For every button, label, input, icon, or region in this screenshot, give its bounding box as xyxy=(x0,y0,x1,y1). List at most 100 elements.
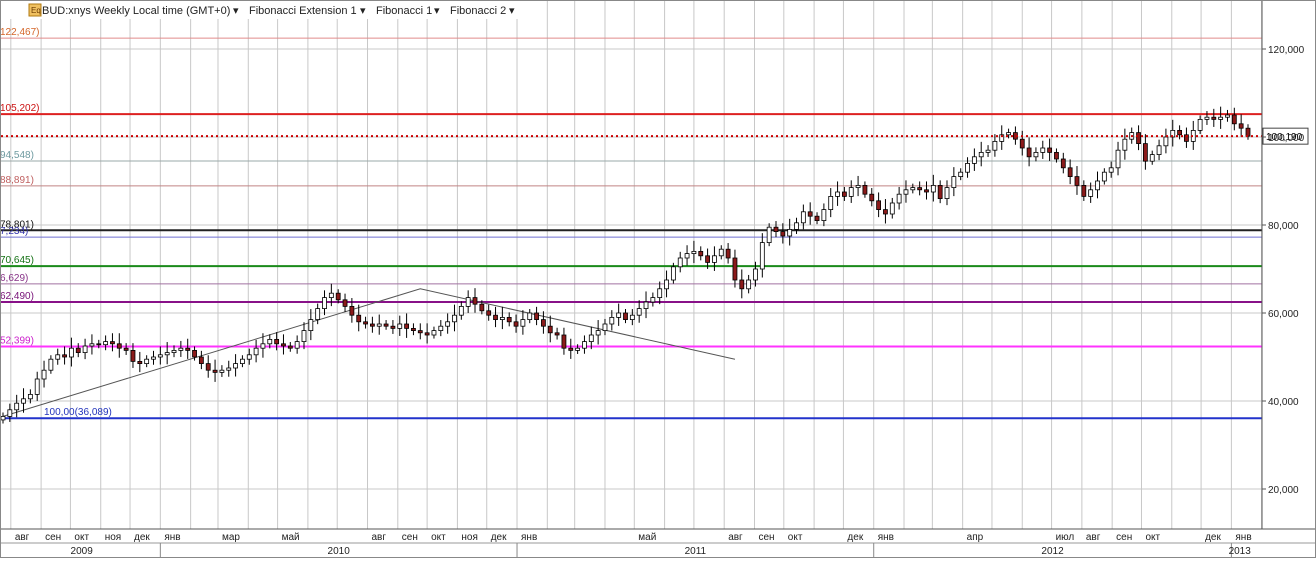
candle[interactable] xyxy=(677,251,683,273)
candle[interactable] xyxy=(445,313,451,334)
candle[interactable] xyxy=(151,350,156,365)
candle[interactable] xyxy=(390,320,396,334)
candle[interactable] xyxy=(404,313,409,338)
candle[interactable] xyxy=(1101,168,1107,185)
candle[interactable] xyxy=(130,343,136,368)
candle[interactable] xyxy=(780,223,786,244)
candle[interactable] xyxy=(643,291,649,319)
candle[interactable] xyxy=(869,188,875,207)
candle[interactable] xyxy=(1006,128,1011,139)
candle[interactable] xyxy=(629,309,635,326)
candle[interactable] xyxy=(534,306,539,326)
candle[interactable] xyxy=(650,292,656,307)
candle[interactable] xyxy=(438,320,444,337)
candle[interactable] xyxy=(541,311,546,334)
candle[interactable] xyxy=(520,310,526,335)
candle[interactable] xyxy=(1211,108,1217,127)
candle[interactable] xyxy=(369,316,375,333)
candle[interactable] xyxy=(205,355,211,378)
candle[interactable] xyxy=(828,188,834,218)
candle[interactable] xyxy=(1142,134,1148,170)
candle[interactable] xyxy=(944,180,950,206)
candle[interactable] xyxy=(547,315,553,343)
candle[interactable] xyxy=(937,180,943,204)
candle[interactable] xyxy=(814,212,820,225)
candle[interactable] xyxy=(431,326,437,339)
candle[interactable] xyxy=(157,346,163,365)
candle[interactable] xyxy=(212,359,218,382)
candle[interactable] xyxy=(636,300,642,323)
candle[interactable] xyxy=(787,218,793,246)
candle[interactable] xyxy=(698,246,704,261)
candle[interactable] xyxy=(1204,111,1210,125)
candle[interactable] xyxy=(89,334,95,355)
candle[interactable] xyxy=(1019,130,1025,156)
candle[interactable] xyxy=(1163,128,1169,154)
candle[interactable] xyxy=(889,197,895,219)
candle[interactable] xyxy=(917,181,923,196)
candle[interactable] xyxy=(233,354,238,377)
candle[interactable] xyxy=(253,339,259,363)
candle[interactable] xyxy=(62,346,67,365)
candle[interactable] xyxy=(322,290,327,316)
menu-fibonacci-2[interactable]: Fibonacci 2 xyxy=(450,5,506,17)
candle[interactable] xyxy=(718,245,724,260)
candle[interactable] xyxy=(55,348,61,365)
candle[interactable] xyxy=(123,343,129,355)
candle[interactable] xyxy=(862,181,868,198)
candle[interactable] xyxy=(848,180,854,203)
candle[interactable] xyxy=(1088,182,1094,203)
candle[interactable] xyxy=(903,180,909,203)
candle[interactable] xyxy=(739,269,745,299)
candle[interactable] xyxy=(1156,139,1162,161)
candle[interactable] xyxy=(192,346,197,361)
candle[interactable] xyxy=(725,243,731,264)
candle[interactable] xyxy=(910,183,916,194)
candle[interactable] xyxy=(1197,115,1203,134)
candle[interactable] xyxy=(301,322,307,350)
candle[interactable] xyxy=(794,217,799,234)
chevron-down-icon[interactable]: ▾ xyxy=(509,5,515,17)
candle[interactable] xyxy=(951,167,957,197)
fibonacci-trend-line[interactable] xyxy=(2,288,736,417)
candle[interactable] xyxy=(883,199,888,224)
candle[interactable] xyxy=(753,261,758,287)
candle[interactable] xyxy=(527,309,533,324)
candle[interactable] xyxy=(411,323,416,336)
candle[interactable] xyxy=(486,304,492,321)
candle[interactable] xyxy=(164,342,170,365)
candle[interactable] xyxy=(1149,150,1155,165)
candle[interactable] xyxy=(1060,152,1066,174)
candle[interactable] xyxy=(1177,125,1182,140)
candle[interactable] xyxy=(7,403,13,422)
candle[interactable] xyxy=(1122,128,1128,160)
candle[interactable] xyxy=(821,203,827,227)
candle[interactable] xyxy=(465,290,471,313)
candle[interactable] xyxy=(657,281,663,305)
header-logo-icon[interactable]: Eq xyxy=(28,3,42,17)
candle[interactable] xyxy=(144,355,150,368)
candle[interactable] xyxy=(684,245,690,266)
candle[interactable] xyxy=(287,342,293,352)
candle[interactable] xyxy=(958,168,964,181)
candle[interactable] xyxy=(328,283,334,307)
candle[interactable] xyxy=(342,293,348,312)
candle[interactable] xyxy=(48,355,54,374)
candle[interactable] xyxy=(417,323,423,340)
candle[interactable] xyxy=(452,304,457,332)
candle[interactable] xyxy=(582,335,587,354)
candle[interactable] xyxy=(34,371,40,401)
candle[interactable] xyxy=(274,332,280,351)
candle[interactable] xyxy=(1231,107,1237,131)
candle[interactable] xyxy=(1225,109,1230,122)
candle[interactable] xyxy=(595,320,601,345)
candle[interactable] xyxy=(1047,138,1053,161)
candle[interactable] xyxy=(855,175,861,197)
candle[interactable] xyxy=(1026,137,1032,167)
candle[interactable] xyxy=(930,174,936,202)
candle[interactable] xyxy=(493,306,498,328)
candle[interactable] xyxy=(185,338,191,359)
candle[interactable] xyxy=(178,340,184,357)
candle[interactable] xyxy=(308,309,314,341)
candle[interactable] xyxy=(800,204,806,230)
